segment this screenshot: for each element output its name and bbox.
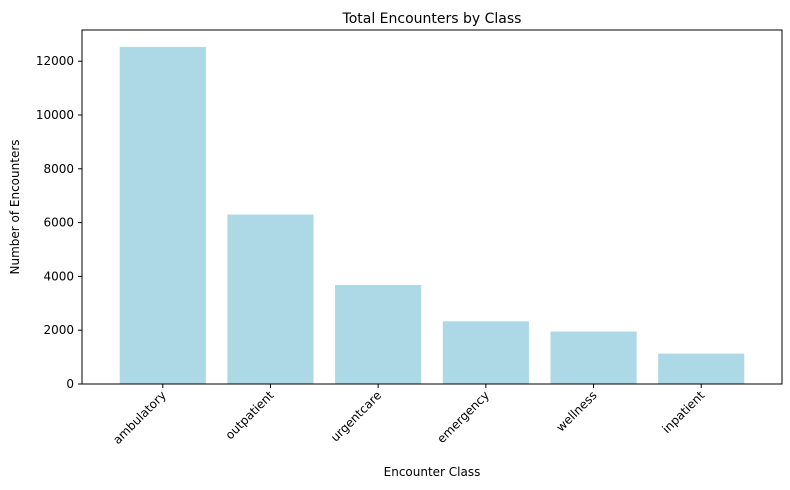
bar-wellness — [550, 331, 637, 384]
bars — [119, 46, 745, 384]
y-tick-label: 4000 — [43, 269, 74, 283]
bar-ambulatory — [119, 46, 206, 384]
y-tick-label: 12000 — [36, 54, 74, 68]
bar-urgentcare — [335, 285, 422, 384]
y-tick-label: 6000 — [43, 216, 74, 230]
bar-inpatient — [658, 353, 745, 384]
y-tick-label: 8000 — [43, 162, 74, 176]
y-tick-label: 2000 — [43, 323, 74, 337]
y-axis-ticks: 0 2000 4000 6000 8000 10000 12000 — [36, 54, 82, 391]
y-axis-label: Number of Encounters — [8, 139, 22, 274]
chart-title: Total Encounters by Class — [342, 11, 522, 27]
x-axis-label: Encounter Class — [384, 465, 481, 479]
bar-emergency — [442, 321, 529, 384]
bar-outpatient — [227, 214, 314, 384]
y-tick-label: 10000 — [36, 108, 74, 122]
plot-frame — [81, 29, 783, 385]
y-tick-label: 0 — [66, 377, 74, 391]
